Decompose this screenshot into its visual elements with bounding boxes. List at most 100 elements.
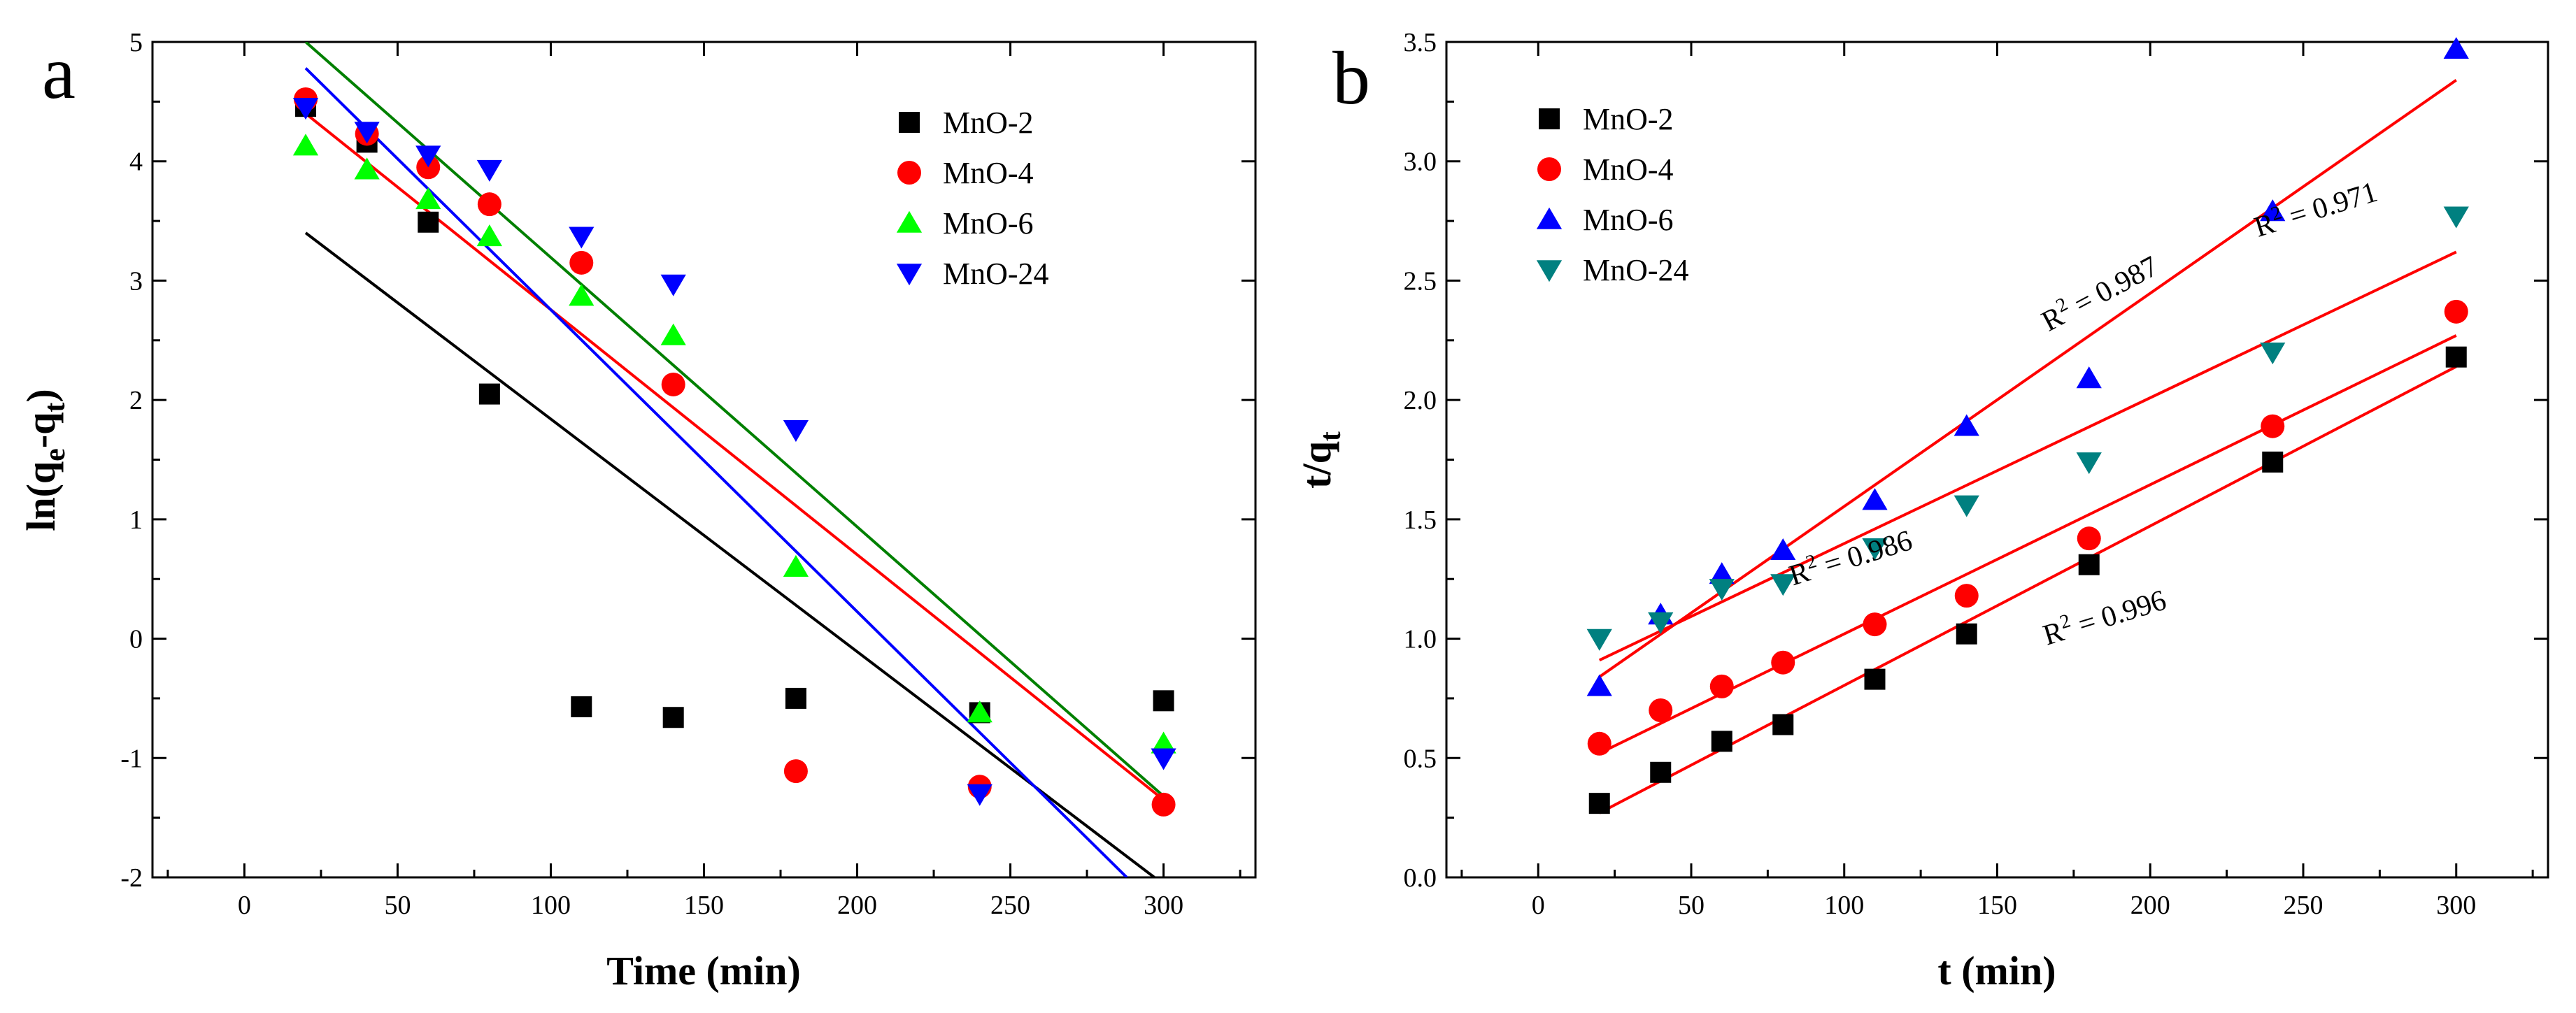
data-point xyxy=(1151,792,1176,817)
series-mno-2 xyxy=(1588,346,2467,814)
legend-label: MnO-2 xyxy=(1583,102,1674,136)
data-point xyxy=(354,122,380,144)
data-point xyxy=(660,323,686,345)
data-point xyxy=(2443,36,2469,59)
series-mno-4 xyxy=(1587,299,2468,756)
data-point xyxy=(783,759,808,784)
y-axis-title: ln(qe-qt) xyxy=(18,389,71,531)
x-tick-label: 250 xyxy=(990,891,1030,920)
x-tick-label: 50 xyxy=(384,891,411,920)
data-point xyxy=(415,187,441,210)
fit-line-mno-2 xyxy=(1598,365,2457,814)
data-point xyxy=(1151,748,1176,770)
data-point xyxy=(2076,452,2102,475)
data-point xyxy=(783,554,809,577)
y-tick-label: 2 xyxy=(129,386,143,415)
fit-line-mno-24 xyxy=(1598,250,2457,662)
data-point xyxy=(571,696,592,717)
legend-marker xyxy=(896,264,923,286)
y-tick-label: 1 xyxy=(129,505,143,535)
data-point xyxy=(1151,731,1176,754)
y-tick-label: 3.0 xyxy=(1404,148,1437,177)
y-tick-label: 2.0 xyxy=(1404,386,1437,415)
data-point xyxy=(476,159,502,182)
data-point xyxy=(1709,562,1735,584)
legend-label: MnO-2 xyxy=(943,106,1034,140)
panel-a: 0 50 100 150 200 250 300 -2 -1 0 1 2 3 4 5 MnO-2 MnO-4 Mn… xyxy=(18,28,1257,993)
y-axis-title-subscript: e xyxy=(39,448,71,461)
data-point xyxy=(2445,346,2467,368)
legend-label: MnO-6 xyxy=(943,206,1034,240)
data-point xyxy=(1862,538,1888,561)
data-point xyxy=(661,372,685,396)
y-tick-label: 5 xyxy=(129,28,143,57)
fit-line-mno-4 xyxy=(304,112,1165,801)
series-mno-6 xyxy=(292,134,1176,754)
legend-marker xyxy=(897,161,921,185)
data-point xyxy=(569,227,595,249)
y-tick-label: 0.0 xyxy=(1404,863,1437,893)
panel-b: 0 50 100 150 200 250 300 0.0 0.5 1.0 1.5 2.0 2.5 3.0 3… xyxy=(1294,28,2549,993)
data-point xyxy=(2443,206,2469,229)
legend-marker xyxy=(896,210,923,233)
data-point xyxy=(1650,761,1672,783)
data-point xyxy=(1862,488,1888,510)
y-axis-title-part: ln(q xyxy=(18,461,64,531)
data-point xyxy=(292,98,319,120)
x-tick-label: 100 xyxy=(531,891,571,920)
data-point xyxy=(1709,674,1734,698)
legend-marker xyxy=(1536,260,1563,282)
r2-annotation: R2 = 0.996 xyxy=(2039,582,2170,652)
data-point xyxy=(1587,731,1611,756)
x-axis-title: Time (min) xyxy=(606,948,801,993)
data-point xyxy=(785,687,806,709)
x-tick-label: 50 xyxy=(1678,891,1705,920)
data-point xyxy=(1770,538,1796,561)
series-mno-24 xyxy=(292,98,1176,806)
data-point xyxy=(2444,299,2468,324)
legend-marker xyxy=(1536,207,1563,229)
data-point xyxy=(1770,574,1796,596)
data-point xyxy=(1648,612,1674,634)
data-point xyxy=(2262,451,2284,473)
y-tick-label: 3 xyxy=(129,266,143,296)
legend-label: MnO-4 xyxy=(1583,152,1674,187)
x-axis-title: t (min) xyxy=(1937,948,2056,993)
data-point xyxy=(1711,731,1732,752)
data-point xyxy=(2076,366,2102,389)
data-point xyxy=(1863,612,1887,637)
data-point xyxy=(1772,714,1794,735)
data-point xyxy=(1588,793,1610,814)
x-tick-label: 150 xyxy=(1977,891,2017,920)
data-point xyxy=(1956,623,1977,645)
data-point xyxy=(662,707,684,728)
y-tick-label: -2 xyxy=(120,863,143,893)
data-point xyxy=(1864,668,1886,690)
data-point xyxy=(783,420,809,443)
data-point xyxy=(477,192,501,217)
legend-label: MnO-6 xyxy=(1583,203,1674,237)
x-tick-label: 250 xyxy=(2284,891,2324,920)
y-axis-title: t/qt xyxy=(1294,431,1347,489)
fit-line-mno-24 xyxy=(304,67,1128,877)
data-point xyxy=(1586,674,1612,696)
x-tick-label: 0 xyxy=(1532,891,1545,920)
fit-lines xyxy=(1598,78,2457,814)
fit-line-mno-6 xyxy=(304,42,1165,798)
series-mno-24 xyxy=(1586,206,2469,651)
data-point xyxy=(660,274,686,296)
legend-marker xyxy=(1537,157,1561,181)
x-tick-label: 0 xyxy=(238,891,251,920)
data-point xyxy=(1649,698,1673,722)
fit-line-mno-6 xyxy=(1598,78,2457,678)
legend-marker xyxy=(899,112,920,133)
y-axis-title-part: ) xyxy=(18,389,64,402)
panel-letter: b xyxy=(1332,37,1370,120)
fit-line-mno-4 xyxy=(1598,334,2457,755)
data-point xyxy=(967,701,992,723)
y-tick-label: 3.5 xyxy=(1404,28,1437,57)
y-axis-title-subscript: t xyxy=(39,403,71,412)
data-point xyxy=(1153,690,1174,712)
legend-label: MnO-4 xyxy=(943,156,1034,190)
